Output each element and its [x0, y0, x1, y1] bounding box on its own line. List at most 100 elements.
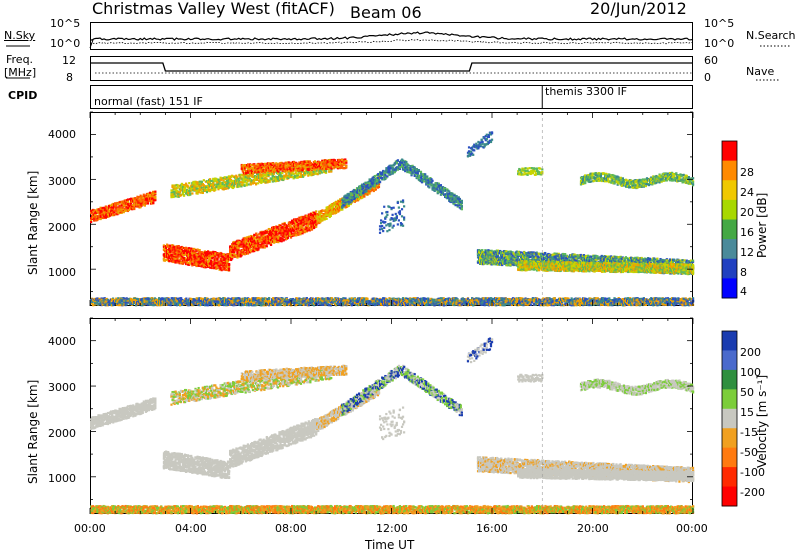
power-echo-cell	[183, 254, 185, 256]
power-colorbar-swatch	[722, 259, 737, 279]
power-echo-cell	[260, 182, 262, 184]
power-echo-cell	[125, 210, 127, 212]
velocity-colorbar-swatch	[722, 370, 737, 390]
power-colorbar-swatch	[722, 220, 737, 240]
power-echo-cell	[336, 162, 338, 164]
power-echo-cell	[253, 182, 255, 184]
power-echo-cell	[295, 234, 297, 236]
power-echo-cell	[306, 215, 308, 217]
power-echo-cell	[293, 173, 295, 175]
power-echo-cell	[215, 178, 217, 180]
power-echo-cell	[191, 263, 193, 265]
power-echo-cell	[254, 165, 256, 167]
power-echo-cell	[402, 160, 404, 162]
power-echo-cell	[274, 236, 276, 238]
power-echo-cell	[189, 262, 191, 264]
power-echo-cell	[330, 164, 332, 166]
power-echo-cell	[264, 163, 266, 165]
power-echo-cell	[391, 165, 393, 167]
power-echo-cell	[285, 173, 287, 175]
power-echo-cell	[193, 248, 195, 250]
power-colorbar-swatch	[722, 141, 737, 161]
power-echo-cell	[184, 249, 186, 251]
power-echo-cell	[225, 188, 227, 190]
power-echo-cell	[362, 187, 364, 189]
power-echo-cell	[211, 189, 213, 191]
power-echo-cell	[281, 172, 283, 174]
power-echo-cell	[389, 167, 391, 169]
power-echo-cell	[314, 160, 316, 162]
power-echo-cell	[252, 172, 254, 174]
power-echo-cell	[186, 259, 188, 261]
power-echo-cell	[368, 192, 370, 194]
power-echo-cell	[246, 184, 248, 186]
power-echo-cell	[266, 238, 268, 240]
power-echo-cell	[326, 218, 328, 220]
power-echo-cell	[381, 177, 383, 179]
power-echo-cell	[358, 198, 360, 200]
power-echo-cell	[181, 183, 183, 185]
power-echo-cell	[183, 195, 185, 197]
power-echo-cell	[228, 264, 230, 266]
power-echo-cell	[290, 162, 292, 164]
power-echo-cell	[263, 174, 265, 176]
power-echo-cell	[330, 215, 332, 217]
power-echo-cell	[379, 181, 381, 183]
power-echo-cell	[222, 182, 224, 184]
power-echo-cell	[417, 172, 419, 174]
power-echo-cell	[335, 201, 337, 203]
power-echo-cell	[321, 171, 323, 173]
power-echo-cell	[203, 179, 205, 181]
power-echo-cell	[392, 167, 394, 169]
power-echo-cell	[328, 171, 330, 173]
power-echo-cell	[225, 266, 227, 268]
power-echo-cell	[294, 169, 296, 171]
power-echo-cell	[246, 172, 248, 174]
power-echo-cell	[226, 176, 228, 178]
power-echo-cell	[281, 223, 283, 225]
power-colorbar-swatch	[722, 239, 737, 259]
power-echo-cell	[154, 196, 156, 198]
power-echo-cell	[149, 192, 151, 194]
power-echo-cell	[277, 241, 279, 243]
power-echo-cell	[424, 175, 426, 177]
power-echo-cell	[226, 185, 228, 187]
power-echo-cell	[236, 252, 238, 254]
power-echo-cell	[298, 172, 300, 174]
power-echo-cell	[177, 186, 179, 188]
power-echo-cell	[345, 162, 347, 164]
power-echo-cell	[265, 173, 267, 175]
power-echo-cell	[334, 159, 336, 161]
power-echo-cell	[344, 203, 346, 205]
power-echo-cell	[254, 237, 256, 239]
power-echo-cell	[275, 162, 277, 164]
power-echo-cell	[255, 183, 257, 185]
power-echo-cell	[266, 245, 268, 247]
power-echo-cell	[204, 251, 206, 253]
power-echo-cell	[247, 252, 249, 254]
power-echo-cell	[378, 186, 380, 188]
power-echo-cell	[365, 190, 367, 192]
power-echo-cell	[90, 221, 92, 223]
power-echo-cell	[191, 192, 193, 194]
power-echo-cell	[350, 192, 352, 194]
power-echo-cell	[256, 177, 258, 179]
power-echo-cell	[386, 175, 388, 177]
power-echo-cell	[283, 239, 285, 241]
power-echo-cell	[366, 193, 368, 195]
power-echo-cell	[171, 251, 173, 253]
power-echo-cell	[227, 260, 229, 262]
power-echo-cell	[244, 238, 246, 240]
power-echo-cell	[165, 259, 167, 261]
power-echo-cell	[288, 161, 290, 163]
power-echo-cell	[229, 183, 231, 185]
power-echo-cell	[248, 183, 250, 185]
power-echo-cell	[99, 215, 101, 217]
power-colorbar-swatch	[722, 200, 737, 220]
power-echo-cell	[262, 163, 264, 165]
power-echo-cell	[180, 194, 182, 196]
power-echo-cell	[133, 208, 135, 210]
power-echo-cell	[314, 163, 316, 165]
power-echo-cell	[357, 196, 359, 198]
power-echo-cell	[239, 181, 241, 183]
